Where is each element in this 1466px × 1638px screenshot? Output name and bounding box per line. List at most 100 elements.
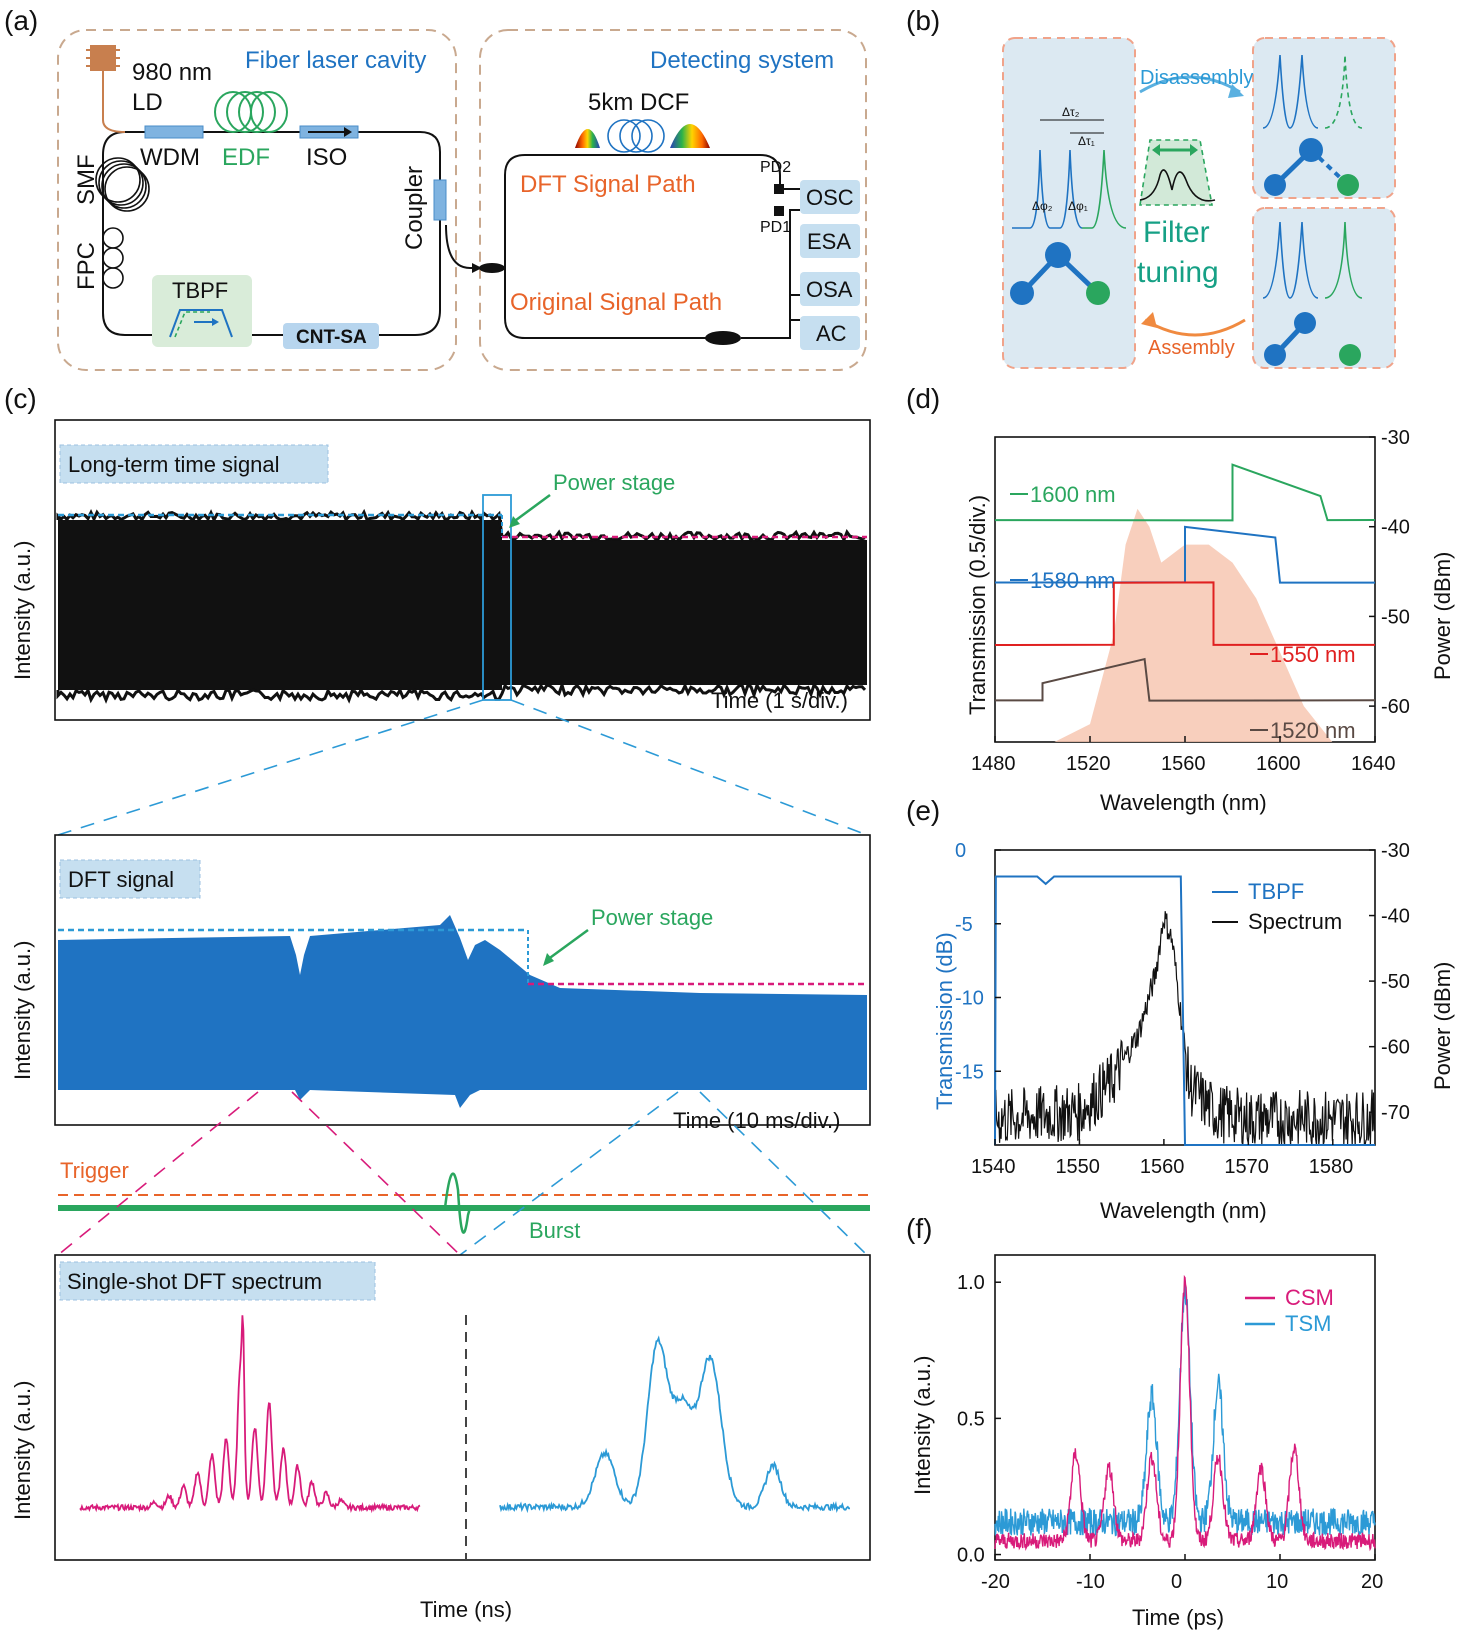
- y-tick-label: 0.0: [957, 1545, 985, 1567]
- legend-spectrum-label: Spectrum: [1248, 909, 1342, 934]
- panel-d-ylabel-left: Transmission (0.5/div.): [965, 495, 990, 715]
- osc-box: [800, 180, 860, 214]
- long-term-plot-frame: [54, 419, 871, 721]
- tbpf-line: [994, 875, 1375, 1146]
- panel-label-d: (d): [906, 383, 940, 414]
- detecting-system-title: Detecting system: [650, 47, 834, 74]
- power-stage-label-1: Power stage: [553, 470, 675, 495]
- panel-f-ylabel: Intensity (a.u.): [910, 1356, 935, 1495]
- dcf-label: 5km DCF: [588, 89, 689, 116]
- filter-label-1: 1580 nm: [1030, 568, 1116, 593]
- panel-label-e: (e): [906, 795, 940, 826]
- panel-label-a: (a): [4, 5, 38, 36]
- y-tick-label-left: -15: [955, 1061, 984, 1083]
- x-tick-label: 1560: [1161, 753, 1206, 775]
- coupler-component: [433, 179, 447, 221]
- y-tick-label-right: -40: [1381, 517, 1410, 539]
- x-tick-label: 1580: [1309, 1156, 1354, 1178]
- x-tick-label: 1550: [1055, 1156, 1100, 1178]
- fiber-laser-cavity-box: [57, 29, 457, 371]
- x-tick-label: -10: [1076, 1571, 1105, 1593]
- iso-label: ISO: [306, 144, 347, 171]
- y-tick-label-right: -70: [1381, 1102, 1410, 1124]
- panel-label-b: (b): [906, 5, 940, 36]
- panel-e-xlabel: Wavelength (nm): [1100, 1198, 1267, 1223]
- smf-label: SMF: [73, 154, 100, 205]
- single-shot-title: Single-shot DFT spectrum: [67, 1269, 322, 1294]
- legend-tsm-label: TSM: [1285, 1311, 1331, 1336]
- ylabel-long-term: Intensity (a.u.): [10, 541, 35, 680]
- long-term-envelope-right: [502, 540, 867, 685]
- power-stage-label-2: Power stage: [591, 905, 713, 930]
- delta-phi-1: Δφ₁: [1068, 199, 1088, 213]
- ac-box: [800, 316, 860, 350]
- edf-coil-icon: [214, 91, 288, 133]
- x-tick-label: 1600: [1256, 753, 1301, 775]
- panel-d: 1600 nm 1580 nm 1550 nm 1520 nm 1480 1520 1560…: [965, 427, 1455, 815]
- x-tick-label: 20: [1361, 1571, 1383, 1593]
- panel-a: Fiber laser cavity Detecting system 980 …: [57, 29, 867, 371]
- filter-curve-1600-nm: [994, 463, 1376, 522]
- csm-spectrum-line: [79, 1315, 421, 1514]
- x-tick-label: 1560: [1140, 1156, 1185, 1178]
- panel-d-ylabel-right: Power (dBm): [1430, 552, 1455, 680]
- filter-icon: [1139, 139, 1216, 206]
- osa-label: OSA: [806, 277, 853, 302]
- legend-csm-label: CSM: [1285, 1285, 1334, 1310]
- osc-label: OSC: [806, 185, 854, 210]
- y-tick-label-right: -30: [1381, 840, 1410, 862]
- wdm-component: [144, 125, 204, 139]
- filter-label-2: 1550 nm: [1270, 642, 1356, 667]
- filter-curve-1520-nm: [995, 657, 1376, 702]
- delta-tau-2: Δτ₂: [1062, 105, 1080, 119]
- y-tick-label-left: -10: [955, 988, 984, 1010]
- esa-box: [800, 224, 860, 258]
- panel-e-ylabel-right: Power (dBm): [1430, 962, 1455, 1090]
- single-shot-tsm-spectrum: [499, 1335, 850, 1514]
- wdm-label: WDM: [140, 144, 200, 171]
- edf-label: EDF: [222, 144, 270, 171]
- x-tick-label: 1540: [971, 1156, 1016, 1178]
- long-term-envelope-left: [58, 520, 502, 690]
- panel-label-c: (c): [4, 383, 37, 414]
- time-label-2: Time (10 ms/div.): [673, 1108, 840, 1133]
- panel-d-xlabel: Wavelength (nm): [1100, 790, 1267, 815]
- csm-trace: [994, 1274, 1376, 1552]
- y-tick-label-right: -60: [1381, 1037, 1410, 1059]
- y-tick-label-right: -40: [1381, 906, 1410, 928]
- dft-signal-tag: [59, 859, 201, 899]
- fiber-laser-cavity-title: Fiber laser cavity: [245, 47, 426, 74]
- original-signal-path: [504, 268, 715, 339]
- filter-label-0: 1600 nm: [1030, 482, 1116, 507]
- cavity-fiber-loop: [102, 131, 441, 336]
- single-shot-csm-spectrum: [79, 1315, 421, 1514]
- single-shot-tag: [59, 1261, 376, 1301]
- delta-phi-2: Δφ₂: [1032, 199, 1053, 213]
- fpc-label: FPC: [73, 242, 100, 290]
- y-tick-label-left: 0: [955, 840, 966, 862]
- y-tick-label-right: -50: [1381, 606, 1410, 628]
- x-tick-label: 0: [1171, 1571, 1182, 1593]
- dft-signal-title: DFT signal: [68, 867, 174, 892]
- y-tick-label-right: -30: [1381, 427, 1410, 449]
- long-term-jagged-edge: [56, 508, 867, 704]
- panel-e-ylabel-left: Transmission (dB): [932, 932, 957, 1110]
- dft-signal-envelope: [58, 915, 867, 1108]
- long-term-title: Long-term time signal: [68, 452, 280, 477]
- assembly-label: Assembly: [1148, 337, 1235, 359]
- assembly-arrow: [1144, 318, 1246, 337]
- single-shot-plot-frame: [54, 1254, 871, 1561]
- x-tick-label: 1570: [1224, 1156, 1269, 1178]
- long-term-tag: [59, 444, 329, 484]
- tuning-label: tuning: [1137, 256, 1219, 289]
- soliton-ball: [1010, 281, 1034, 305]
- delta-tau-1: Δτ₁: [1078, 134, 1095, 148]
- spectrum-line: [994, 911, 1376, 1146]
- cnt-sa-label: CNT-SA: [296, 327, 367, 348]
- x-tick-label: 1520: [1066, 753, 1111, 775]
- laser-diode-icon: [86, 45, 120, 120]
- xlabel-single-shot: Time (ns): [420, 1597, 512, 1622]
- burst-label: Burst: [529, 1218, 580, 1243]
